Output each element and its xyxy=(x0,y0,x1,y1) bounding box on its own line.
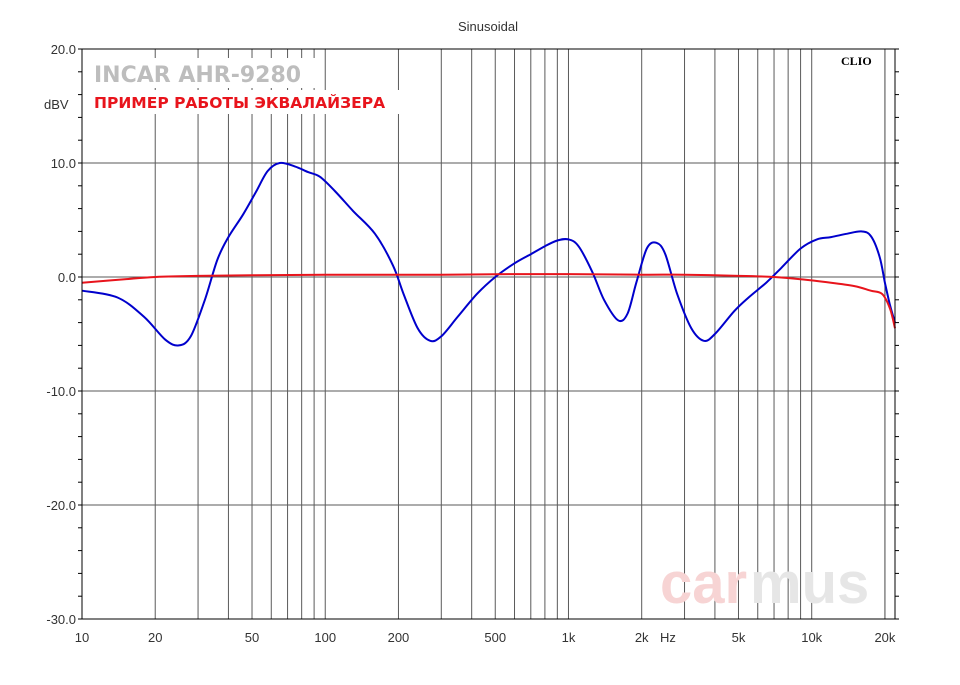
x-tick-label: 2k xyxy=(635,630,649,645)
y-tick-label: -20.0 xyxy=(46,498,76,513)
clio-brand-label: CLIO xyxy=(841,54,872,68)
y-axis-unit-label: dBV xyxy=(44,97,69,112)
plot-frame xyxy=(81,48,896,620)
x-tick-label: 50 xyxy=(245,630,259,645)
x-tick-label: 20k xyxy=(874,630,895,645)
y-tick-label: 0.0 xyxy=(58,270,76,285)
overlay-title-backdrop xyxy=(90,58,320,88)
x-axis-unit-label: Hz xyxy=(660,630,676,645)
y-tick-label: -10.0 xyxy=(46,384,76,399)
y-tick-label: 20.0 xyxy=(51,42,76,57)
grid-lines xyxy=(82,49,895,619)
y-tick-label: -30.0 xyxy=(46,612,76,627)
overlay-title: INCAR AHR-9280 xyxy=(94,63,301,88)
overlay-subtitle-backdrop xyxy=(90,90,420,114)
x-tick-label: 5k xyxy=(732,630,746,645)
x-tick-label: 10k xyxy=(801,630,822,645)
x-tick-label: 200 xyxy=(388,630,410,645)
axis-ticks: 20.0 10.0 0.0 -10.0 -20.0 -30.0 10 20 50 100 200 50… xyxy=(46,42,899,645)
y-tick-label: 10.0 xyxy=(51,156,76,171)
series-line-red xyxy=(81,273,896,329)
x-tick-label: 1k xyxy=(562,630,576,645)
chart-title: Sinusoidal xyxy=(458,19,518,34)
x-tick-label: 100 xyxy=(314,630,336,645)
watermark-part2: mus xyxy=(750,551,869,616)
watermark-part1: car xyxy=(660,551,747,616)
series-line-blue xyxy=(81,161,896,347)
series-lines xyxy=(81,161,896,347)
x-tick-label: 20 xyxy=(148,630,162,645)
overlay-subtitle: ПРИМЕР РАБОТЫ ЭКВАЛАЙЗЕРА xyxy=(94,93,385,112)
x-tick-label: 500 xyxy=(484,630,506,645)
plot-background xyxy=(82,49,895,619)
x-tick-label: 10 xyxy=(75,630,89,645)
